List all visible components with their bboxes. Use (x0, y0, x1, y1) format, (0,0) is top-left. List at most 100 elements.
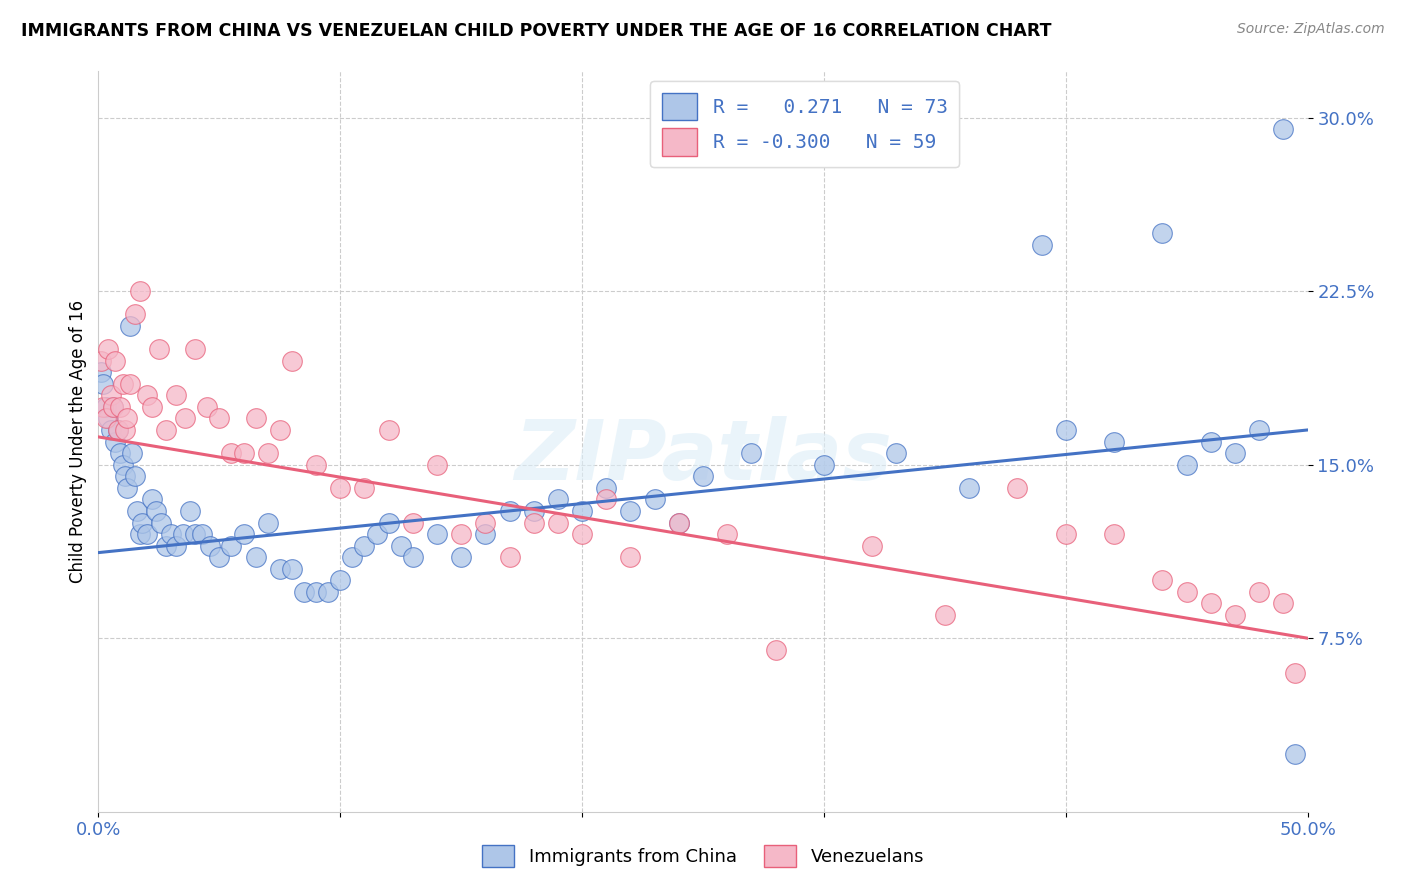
Point (172, 527, 194, 541)
Point (547, 516, 569, 530)
Point (90, 353, 112, 368)
Point (208, 550, 231, 565)
Legend: R =   0.271   N = 73, R = -0.300   N = 59: R = 0.271 N = 73, R = -0.300 N = 59 (651, 81, 959, 167)
Point (1199, 434, 1222, 449)
Point (1223, 446, 1246, 460)
Point (256, 446, 278, 460)
Point (1152, 574, 1174, 588)
Point (595, 492, 617, 507)
Point (195, 400, 218, 414)
Point (107, 423, 129, 437)
Point (90, 365, 112, 379)
Point (353, 481, 375, 495)
Point (232, 527, 254, 541)
Point (179, 504, 201, 518)
Point (1175, 458, 1198, 472)
Point (232, 446, 254, 460)
Point (245, 550, 267, 565)
Point (316, 585, 339, 599)
Point (114, 423, 136, 437)
Point (208, 411, 231, 425)
Point (221, 539, 243, 553)
Point (256, 516, 278, 530)
Text: IMMIGRANTS FROM CHINA VS VENEZUELAN CHILD POVERTY UNDER THE AGE OF 16 CORRELATIO: IMMIGRANTS FROM CHINA VS VENEZUELAN CHIL… (21, 22, 1052, 40)
Point (366, 527, 388, 541)
Point (97, 411, 120, 425)
Point (118, 318, 141, 333)
Point (165, 388, 187, 402)
Point (269, 423, 291, 437)
Legend: Immigrants from China, Venezuelans: Immigrants from China, Venezuelans (475, 838, 931, 874)
Point (957, 481, 980, 495)
Point (1249, 423, 1271, 437)
Point (1054, 423, 1077, 437)
Point (165, 539, 187, 553)
Point (329, 574, 352, 588)
Point (107, 423, 129, 437)
Point (342, 550, 364, 565)
Point (108, 446, 131, 460)
Point (281, 353, 304, 368)
Point (135, 527, 157, 541)
Point (426, 458, 449, 472)
Point (174, 411, 197, 425)
Point (668, 516, 690, 530)
Point (124, 469, 146, 483)
Point (1284, 747, 1306, 761)
Point (124, 307, 146, 321)
Point (184, 527, 207, 541)
Point (117, 411, 139, 425)
Point (141, 492, 163, 507)
Point (155, 539, 177, 553)
Point (160, 527, 183, 541)
Point (108, 400, 131, 414)
Point (104, 434, 127, 449)
Point (886, 446, 908, 460)
Point (402, 550, 425, 565)
Point (91, 376, 114, 391)
Point (94, 400, 117, 414)
Text: ZIPatlas: ZIPatlas (515, 416, 891, 497)
Point (1272, 597, 1295, 611)
Point (860, 539, 883, 553)
Point (100, 388, 122, 402)
Point (353, 539, 375, 553)
Point (1031, 238, 1053, 252)
Point (450, 527, 472, 541)
Point (281, 562, 304, 576)
Point (305, 458, 328, 472)
Point (1152, 227, 1174, 241)
Point (389, 539, 412, 553)
Point (1284, 665, 1306, 680)
Point (221, 446, 243, 460)
Point (155, 423, 177, 437)
Point (595, 481, 617, 495)
Point (498, 550, 520, 565)
Point (292, 585, 315, 599)
Point (450, 550, 472, 565)
Point (101, 400, 124, 414)
Point (716, 527, 738, 541)
Point (128, 284, 150, 298)
Point (1102, 434, 1125, 449)
Point (198, 539, 221, 553)
Point (1249, 585, 1271, 599)
Point (145, 504, 167, 518)
Point (1175, 585, 1198, 599)
Point (377, 516, 399, 530)
Point (474, 516, 496, 530)
Point (101, 400, 124, 414)
Point (118, 376, 141, 391)
Point (1054, 527, 1077, 541)
Point (644, 492, 666, 507)
Point (1199, 597, 1222, 611)
Point (571, 527, 593, 541)
Point (135, 388, 157, 402)
Point (1223, 608, 1246, 623)
Point (765, 642, 787, 657)
Point (934, 608, 956, 623)
Point (498, 504, 520, 518)
Point (668, 516, 690, 530)
Point (523, 516, 546, 530)
Point (377, 423, 399, 437)
